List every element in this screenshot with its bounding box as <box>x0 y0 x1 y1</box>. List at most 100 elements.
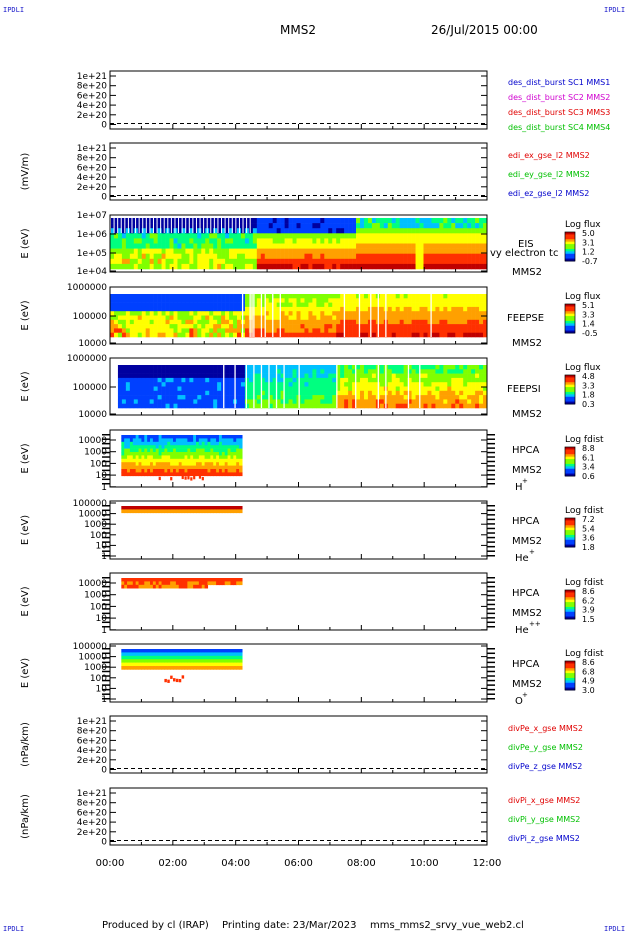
species-label: O <box>515 696 523 707</box>
spectrogram-cell <box>138 649 142 653</box>
spectrogram-cell <box>227 445 232 449</box>
spectrogram-cell <box>387 238 393 244</box>
spectrogram-cell <box>387 233 393 239</box>
spectrogram-cell <box>300 243 305 249</box>
spectrogram-cell <box>391 373 397 379</box>
y-tick-label: 10 <box>96 684 108 694</box>
spectrogram-cell <box>292 243 297 249</box>
spectrogram-cell <box>218 659 223 663</box>
spectrogram-cell <box>158 472 163 477</box>
spectrogram-cell <box>221 438 226 443</box>
data-gap <box>272 290 274 337</box>
spectrogram-cell <box>344 223 349 229</box>
spectrogram-cell <box>158 465 163 470</box>
spectrogram-cell <box>483 253 488 260</box>
spectrogram-cell <box>276 306 281 312</box>
datetime-title: 26/Jul/2015 00:00 <box>431 23 538 37</box>
spectrogram-cell <box>407 373 412 379</box>
spectrogram-cell <box>207 452 211 456</box>
spectrogram-cell <box>173 448 177 453</box>
spectrogram-cell <box>193 302 198 308</box>
spectrogram-cell <box>144 452 148 456</box>
spectrogram-cell <box>125 403 131 409</box>
spectrogram-cell <box>296 324 301 329</box>
spectrogram-cell <box>455 386 460 392</box>
spectrogram-cell <box>399 306 404 312</box>
spectrogram-cell <box>308 302 313 308</box>
spectrogram-cell <box>227 458 232 463</box>
spectrogram-cell <box>479 386 484 392</box>
spectrogram-cell <box>475 332 480 338</box>
spectrogram-cell <box>184 435 188 439</box>
spectrogram-cell <box>463 243 468 249</box>
spectrogram-cell <box>272 395 277 400</box>
spectrogram-cell <box>280 395 285 400</box>
spectrogram-cell <box>193 294 198 299</box>
spectrogram-cell <box>141 332 147 338</box>
spectrogram-cell <box>360 302 365 308</box>
spectrogram-cell <box>141 311 147 316</box>
spectrogram-cell <box>248 390 254 396</box>
spectrogram-cell <box>124 452 128 456</box>
spectrogram-cell <box>157 218 162 224</box>
spectrogram-cell <box>161 469 165 473</box>
legend-entry: des_dist_burst SC2 MMS2 <box>508 93 610 102</box>
y-tick-label: 8e+20 <box>77 799 108 809</box>
spectrogram-cell <box>185 218 190 224</box>
spectrogram-cell <box>193 659 197 663</box>
spectrogram-cell <box>141 465 145 470</box>
spectrogram-cell <box>175 662 180 667</box>
spectrogram-cell <box>459 253 464 260</box>
data-gap <box>181 217 183 233</box>
spectrogram-cell <box>173 365 178 370</box>
spectrogram-cell <box>121 238 127 244</box>
spectrogram-cell <box>308 298 313 303</box>
spectrogram-cell <box>110 243 115 249</box>
data-gap <box>188 217 190 233</box>
energy-mark <box>102 577 110 579</box>
spectrogram-cell <box>423 324 428 329</box>
spectrogram-cell <box>161 458 165 463</box>
spectrogram-cell <box>447 386 452 392</box>
spectrogram-cell <box>137 228 143 234</box>
spectrogram-cell <box>216 649 220 653</box>
spectrogram-cell <box>110 263 115 270</box>
spectrogram-cell <box>395 403 400 409</box>
spectrogram-cell <box>316 377 321 383</box>
spectrogram-cell <box>157 395 162 400</box>
spectrogram-cell <box>471 243 476 249</box>
spectrogram-cell <box>198 455 203 460</box>
spectrogram-cell <box>236 263 242 270</box>
spectrogram-cell <box>451 243 456 249</box>
spectrogram-cell <box>383 248 389 254</box>
spectrogram-cell <box>175 469 180 473</box>
spectrogram-cell <box>308 218 313 224</box>
spectrogram-cell <box>308 294 313 299</box>
spectrogram-cell <box>252 324 258 329</box>
data-gap <box>385 290 387 337</box>
spectrogram-cell <box>367 328 373 333</box>
spectrogram-cell <box>300 223 305 229</box>
spectrogram-cell <box>360 324 365 329</box>
spectrogram-cell <box>161 319 166 325</box>
spectrogram-cell <box>190 666 194 670</box>
spectrogram-cell <box>276 243 281 249</box>
legend-entry: divPi_z_gse MMS2 <box>508 834 580 843</box>
spectrogram-cell <box>371 365 377 370</box>
spectrogram-cell <box>193 382 198 387</box>
spectrogram-cell <box>189 399 194 404</box>
energy-mark <box>487 514 495 516</box>
spectrogram-cell <box>356 386 361 392</box>
spectrogram-cell <box>150 472 154 477</box>
spectrogram-cell <box>225 243 230 249</box>
spectrogram-cell <box>125 399 131 404</box>
spectrogram-cell <box>463 258 468 265</box>
spectrogram-cell <box>332 332 337 338</box>
spectrogram-cell <box>147 581 151 586</box>
spectrogram-cell <box>320 233 325 239</box>
spectrogram-cell <box>252 258 258 265</box>
spectrogram-cell <box>178 448 183 453</box>
spectrogram-cell <box>356 243 361 249</box>
spectrogram-cell <box>117 306 123 312</box>
spectrogram-cell <box>147 452 151 456</box>
